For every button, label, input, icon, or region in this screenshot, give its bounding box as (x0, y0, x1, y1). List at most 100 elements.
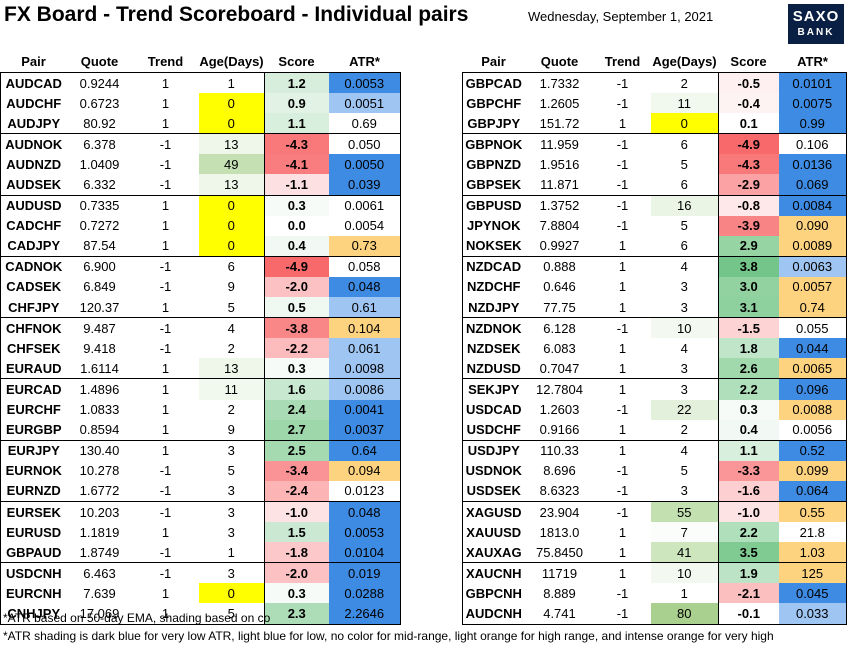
trend-cell: 1 (618, 565, 627, 581)
trend-cell: -1 (132, 174, 199, 196)
table-row: XAUUSD 1813.0 1 7 2.2 21.8 (462, 522, 847, 543)
trend-cell: -1 (594, 603, 651, 625)
score-cell: -3.9 (718, 215, 779, 236)
pair-cell: AUDSEK (0, 174, 67, 196)
score-cell: -0.1 (718, 603, 779, 625)
age-cell: 3 (227, 443, 235, 459)
pair-cell: CHFSEK (0, 338, 67, 359)
score-cell: -2.9 (718, 174, 779, 196)
score-cell: -3.4 (264, 460, 329, 481)
table-row: SEKJPY 12.7804 1 3 2.2 0.096 (462, 378, 847, 400)
trend-cell: -1 (594, 480, 651, 502)
quote-cell: 8.696 (543, 463, 576, 479)
quote-cell: 1.0409 (79, 156, 120, 172)
score-cell: -2.4 (264, 480, 329, 502)
atr-cell: 0.0089 (778, 235, 847, 257)
right-scoreboard-table: Pair Quote Trend Age(Days) Score ATR* GB… (462, 50, 847, 625)
table-row: USDNOK 8.696 -1 5 -3.3 0.099 (462, 460, 847, 481)
quote-cell: 151.72 (524, 113, 595, 135)
atr-cell: 0.0051 (328, 93, 401, 114)
age-cell: 1 (198, 542, 265, 564)
pair-cell: GBPCNH (462, 583, 525, 604)
table-row: GBPNZD 1.9516 -1 5 -4.3 0.0136 (462, 154, 847, 175)
quote-cell: 6.900 (83, 259, 116, 275)
quote-cell: 0.7047 (524, 358, 595, 380)
atr-cell: 2.2646 (328, 603, 401, 625)
table-row: EURSEK 10.203 -1 3 -1.0 0.048 (0, 501, 401, 523)
quote-cell: 11719 (541, 565, 578, 581)
pair-cell: XAUXAG (462, 542, 525, 564)
trend-cell: 1 (594, 419, 651, 441)
score-cell: 2.2 (718, 522, 779, 543)
atr-cell: 0.99 (778, 113, 847, 135)
header-pair: Pair (0, 50, 67, 73)
score-cell: -1.0 (718, 501, 779, 523)
age-cell: 4 (680, 340, 688, 356)
pair-cell: NZDCHF (462, 276, 525, 298)
score-cell: 1.1 (264, 113, 329, 135)
pair-cell: EURCAD (0, 378, 67, 400)
table-row: EURJPY 130.40 1 3 2.5 0.64 (0, 440, 401, 461)
trend-cell: -1 (616, 320, 629, 336)
quote-cell: 0.9927 (524, 235, 595, 257)
score-cell: 0.3 (264, 583, 329, 604)
age-cell: 0 (198, 235, 265, 257)
atr-cell: 0.050 (328, 133, 401, 155)
quote-cell: 1.0833 (79, 402, 120, 418)
quote-cell: 9.418 (83, 340, 116, 356)
quote-cell: 9.487 (83, 320, 116, 336)
pair-cell: GBPCAD (462, 72, 525, 94)
atr-cell: 125 (778, 562, 847, 584)
trend-cell: 1 (594, 542, 651, 564)
trend-cell: -1 (616, 136, 629, 152)
score-cell: 2.3 (264, 603, 329, 625)
quote-cell: 0.9244 (79, 75, 120, 91)
table-row: XAUXAG 75.8450 1 41 3.5 1.03 (462, 542, 847, 564)
pair-cell: NZDCAD (462, 256, 525, 277)
quote-cell: 1.8749 (66, 542, 133, 564)
quote-cell: 11.871 (524, 174, 595, 196)
pair-cell: USDSEK (462, 480, 525, 502)
trend-cell: -1 (616, 198, 629, 214)
pair-cell: NZDUSD (462, 358, 525, 380)
score-cell: 0.5 (264, 297, 329, 319)
atr-cell: 0.0050 (328, 154, 401, 175)
quote-cell: 0.6723 (79, 95, 120, 111)
left-header-row: Pair Quote Trend Age(Days) Score ATR* (0, 50, 401, 73)
atr-cell: 0.0053 (328, 72, 401, 94)
logo-line2: BANK (797, 27, 835, 38)
table-row: AUDCHF 0.6723 1 0 0.9 0.0051 (0, 93, 401, 114)
trend-cell: 1 (132, 297, 199, 319)
age-cell: 5 (680, 463, 688, 479)
age-cell: 41 (650, 542, 719, 564)
score-cell: 3.0 (718, 276, 779, 298)
pair-cell: AUDUSD (0, 195, 67, 216)
footnote-atr-basis: *ATR based on 50-day EMA, shading based … (3, 611, 271, 625)
trend-cell: -1 (159, 565, 172, 581)
table-row: XAUCNH 11719 1 10 1.9 125 (462, 562, 847, 584)
atr-cell: 0.52 (778, 440, 847, 461)
score-cell: 1.6 (264, 378, 329, 400)
atr-cell: 0.058 (328, 256, 401, 277)
pair-cell: NZDJPY (462, 297, 525, 319)
table-row: EURNZD 1.6772 -1 3 -2.4 0.0123 (0, 480, 401, 502)
quote-cell: 23.904 (539, 504, 580, 520)
quote-cell: 130.40 (79, 443, 120, 459)
trend-cell: -1 (616, 75, 629, 91)
footnote-atr-shading: *ATR shading is dark blue for very low A… (3, 629, 774, 643)
score-cell: 2.6 (718, 358, 779, 380)
atr-cell: 0.0086 (328, 378, 401, 400)
trend-cell: 1 (132, 603, 199, 625)
table-row: CADNOK 6.900 -1 6 -4.9 0.058 (0, 256, 401, 277)
pair-cell: CHFJPY (0, 297, 67, 319)
quote-cell: 6.463 (83, 565, 116, 581)
trend-cell: 1 (594, 113, 651, 135)
pair-cell: JPYNOK (462, 215, 525, 236)
quote-cell: 1.1819 (79, 524, 120, 540)
age-cell: 3 (227, 504, 235, 520)
header-quote: Quote (66, 50, 133, 73)
age-cell: 6 (680, 136, 688, 152)
table-row: EURCHF 1.0833 1 2 2.4 0.0041 (0, 399, 401, 420)
atr-cell: 0.0104 (328, 542, 401, 564)
age-cell: 2 (680, 75, 688, 91)
